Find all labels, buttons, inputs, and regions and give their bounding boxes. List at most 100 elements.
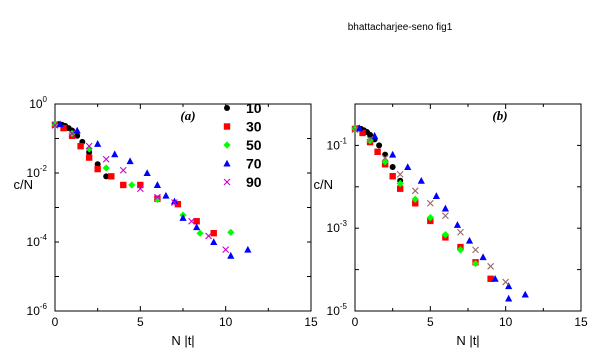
- panel-b-series-50: [351, 125, 480, 268]
- legend-label-30: 30: [246, 119, 262, 135]
- panel-a-point-30: [77, 142, 84, 150]
- legend-marker-50: [223, 141, 231, 149]
- panel-b-point-70: [491, 274, 499, 282]
- panel-a-point-90: [136, 185, 144, 193]
- panel-a-point-30: [94, 165, 101, 173]
- panel-a-x-tick-label: 10: [219, 315, 233, 329]
- panel-b-point-70: [441, 204, 449, 212]
- panel-b-point-50: [366, 137, 374, 145]
- panel-b-y-tick-label: 10-5: [327, 302, 348, 318]
- panel-b-x-tick-label: 10: [499, 315, 513, 329]
- panel-b-point-30: [397, 185, 404, 192]
- panel-b-point-10: [389, 164, 396, 171]
- panel-a-point-70: [73, 126, 81, 134]
- panel-a-point-70: [94, 140, 102, 147]
- panel-a-point-90: [85, 142, 93, 150]
- panel-a-point-70: [193, 223, 201, 231]
- panel-b-point-90: [411, 187, 419, 195]
- panel-a-point-70: [244, 245, 252, 253]
- panel-a-point-70: [143, 169, 151, 176]
- panel-a-y-tick-label: 10-6: [27, 302, 48, 318]
- panel-b-point-90: [396, 170, 404, 178]
- panel-a-series-90: [51, 121, 230, 254]
- panel-b-point-90: [472, 246, 479, 254]
- panel-a-point-70: [153, 181, 161, 188]
- legend-marker-90: [223, 178, 231, 186]
- panel-a-point-10: [74, 132, 81, 139]
- legend-marker-70: [223, 159, 231, 167]
- legend-entry-10: 10: [224, 100, 262, 116]
- panel-a-x-tick-label: 0: [52, 315, 59, 329]
- panel-b-point-10: [382, 151, 389, 158]
- panel-b-point-50: [411, 195, 419, 203]
- panel-b-point-70: [417, 176, 425, 184]
- panel-b-point-30: [412, 200, 419, 207]
- panel-b-y-axis-label: c/N: [314, 177, 334, 192]
- panel-b-point-30: [389, 173, 396, 180]
- panel-a-point-50: [102, 164, 110, 172]
- panel-a-y-axis-label: c/N: [14, 177, 34, 192]
- panel-a-point-70: [126, 157, 134, 165]
- legend-marker-30: [223, 123, 231, 130]
- panel-b-point-50: [471, 259, 480, 268]
- panel-a-series-30: [51, 121, 217, 237]
- legend-label-90: 90: [246, 174, 262, 190]
- panel-a-point-70: [170, 197, 179, 205]
- panel-a-point-10: [103, 173, 110, 180]
- legend-entry-90: 90: [223, 174, 262, 190]
- panel-a-point-90: [119, 166, 127, 174]
- panel-b-point-30: [487, 275, 494, 282]
- panel-b-point-50: [426, 214, 434, 222]
- panel-a-label: (a): [180, 108, 195, 123]
- panel-a-point-90: [154, 193, 161, 201]
- panel-a-point-70: [227, 251, 235, 259]
- panel-b-point-70: [521, 290, 529, 298]
- panel-b-point-90: [351, 126, 359, 134]
- panel-b-x-tick-label: 5: [427, 315, 434, 329]
- legend-label-10: 10: [246, 100, 262, 116]
- legend-label-70: 70: [246, 156, 262, 172]
- panel-b-point-90: [502, 278, 510, 286]
- panel-b-y-tick-label: 10-1: [327, 136, 348, 152]
- panel-a-y-tick-label: 10-4: [27, 233, 48, 249]
- panel-b-point-70: [432, 192, 440, 199]
- panel-a-point-70: [56, 120, 64, 128]
- panel-b-frame: [354, 103, 582, 312]
- panel-a-point-70: [179, 214, 187, 221]
- panel-a-point-10: [94, 161, 101, 168]
- panel-a-point-70: [210, 238, 218, 245]
- legend-entry-50: 50: [223, 137, 262, 153]
- panel-b-point-70: [479, 253, 487, 261]
- panel-b-x-tick-label: 0: [352, 315, 359, 329]
- panel-b-point-90: [487, 262, 494, 270]
- panel-a-x-tick-label: 5: [137, 315, 144, 329]
- panel-a-point-50: [85, 145, 93, 153]
- panel-a-point-50: [153, 195, 161, 204]
- panel-a-point-90: [51, 121, 59, 129]
- legend-entry-30: 30: [223, 119, 262, 135]
- panel-b-point-70: [355, 124, 364, 132]
- panel-b-series-90: [351, 126, 510, 286]
- panel-b-x-axis-label: N |t|: [456, 333, 479, 348]
- panel-b-point-90: [426, 199, 434, 207]
- panel-b-point-30: [374, 148, 381, 156]
- panel-a-point-30: [85, 154, 93, 161]
- panel-b-point-90: [457, 228, 464, 236]
- panel-b-point-70: [453, 221, 462, 228]
- panel-a-point-30: [137, 181, 144, 189]
- panel-b-point-70: [505, 294, 513, 302]
- panel-b-point-50: [441, 231, 449, 239]
- panel-a-point-90: [171, 199, 178, 206]
- panel-a-point-50: [196, 229, 204, 237]
- panel-a-point-50: [128, 181, 136, 189]
- panel-a-point-90: [188, 217, 195, 225]
- legend-entry-70: 70: [223, 156, 262, 172]
- panel-a-point-90: [68, 130, 76, 137]
- panel-a-point-90: [205, 232, 212, 240]
- panel-b-point-70: [404, 163, 412, 171]
- panel-a-point-30: [120, 181, 127, 189]
- panel-b-point-50: [396, 179, 404, 188]
- panel-a-point-30: [210, 229, 217, 237]
- panel-b-y-tick-label: 10-3: [327, 219, 348, 235]
